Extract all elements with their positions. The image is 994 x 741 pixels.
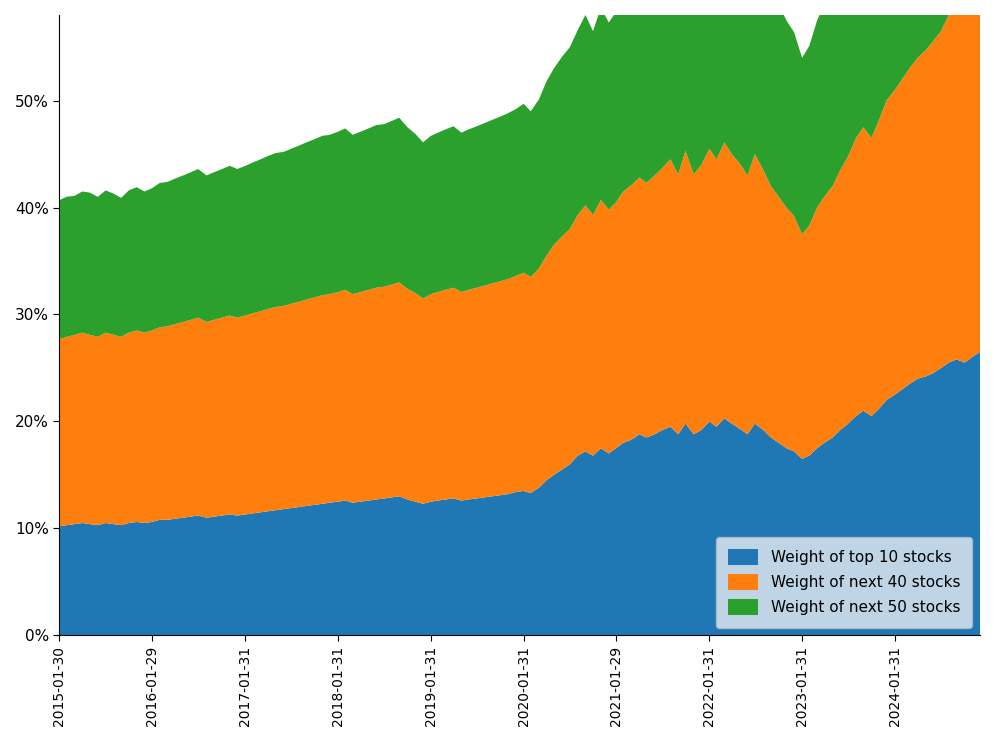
Legend: Weight of top 10 stocks, Weight of next 40 stocks, Weight of next 50 stocks: Weight of top 10 stocks, Weight of next … [715,537,971,628]
